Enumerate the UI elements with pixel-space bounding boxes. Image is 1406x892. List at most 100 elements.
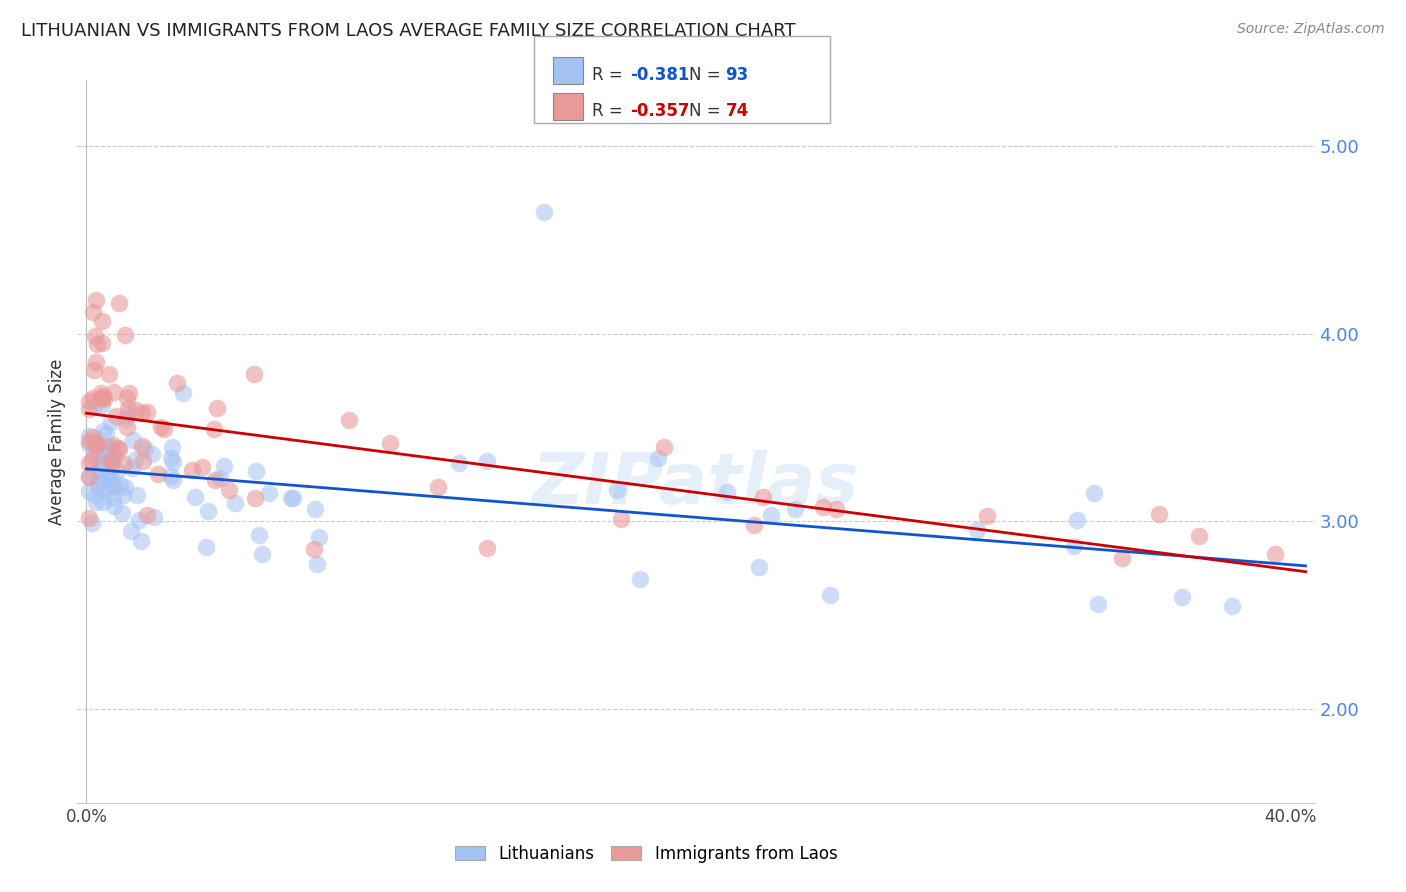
Point <box>120 524 142 538</box>
Point <box>751 491 773 505</box>
Point <box>94 483 117 497</box>
Point <box>153 421 176 435</box>
Point <box>91 336 114 351</box>
Point <box>976 509 998 524</box>
Point <box>79 484 101 499</box>
Point <box>647 450 669 465</box>
Point <box>83 363 105 377</box>
Point <box>1264 548 1286 562</box>
Text: Source: ZipAtlas.com: Source: ZipAtlas.com <box>1237 22 1385 37</box>
Text: N =: N = <box>689 66 725 84</box>
Point <box>628 572 651 586</box>
Point <box>281 491 304 506</box>
Point <box>103 385 125 400</box>
Point <box>79 434 101 448</box>
Point <box>103 491 125 505</box>
Point <box>477 541 499 555</box>
Point <box>1083 486 1105 500</box>
Point <box>134 442 156 457</box>
Point <box>1087 597 1109 611</box>
Point <box>91 424 114 438</box>
Point <box>302 541 325 556</box>
Point <box>247 528 270 542</box>
Point <box>94 467 117 481</box>
Point <box>129 533 152 548</box>
Point <box>825 502 848 516</box>
Point <box>114 480 136 494</box>
Text: ZIPatlas: ZIPatlas <box>533 450 859 519</box>
Point <box>84 293 107 307</box>
Point <box>82 392 104 406</box>
Point <box>242 367 264 381</box>
Point <box>101 478 124 492</box>
Point <box>100 471 122 485</box>
Point <box>84 488 107 502</box>
Point <box>759 508 782 522</box>
Point <box>150 420 173 434</box>
Point <box>79 436 101 450</box>
Point <box>742 517 765 532</box>
Point <box>172 386 194 401</box>
Point <box>190 460 212 475</box>
Point <box>91 495 114 509</box>
Point <box>86 437 108 451</box>
Point <box>307 557 329 571</box>
Point <box>1063 539 1085 553</box>
Point <box>98 458 121 472</box>
Point <box>610 512 633 526</box>
Point <box>79 456 101 470</box>
Point <box>84 495 107 509</box>
Point <box>813 500 835 514</box>
Point <box>447 456 470 470</box>
Point <box>304 502 326 516</box>
Point <box>181 463 204 477</box>
Point <box>166 376 188 390</box>
Point <box>101 446 124 460</box>
Point <box>111 488 134 502</box>
Point <box>652 440 675 454</box>
Point <box>141 447 163 461</box>
Point <box>87 479 110 493</box>
Point <box>1147 507 1170 521</box>
Point <box>83 444 105 458</box>
Point <box>245 464 267 478</box>
Point <box>103 499 125 513</box>
Point <box>79 511 101 525</box>
Point <box>1188 529 1211 543</box>
Point <box>218 483 240 497</box>
Point <box>250 547 273 561</box>
Point <box>90 386 112 401</box>
Point <box>79 401 101 416</box>
Point <box>91 314 114 328</box>
Point <box>112 457 135 471</box>
Point <box>100 481 122 495</box>
Point <box>121 433 143 447</box>
Point <box>108 477 131 491</box>
Point <box>108 442 131 456</box>
Point <box>135 404 157 418</box>
Point <box>118 386 141 401</box>
Point <box>117 408 139 422</box>
Point <box>208 471 231 485</box>
Point <box>91 474 114 488</box>
Point <box>80 516 103 531</box>
Point <box>101 438 124 452</box>
Point <box>90 391 112 405</box>
Point <box>96 427 118 442</box>
Point <box>96 439 118 453</box>
Point <box>202 422 225 436</box>
Point <box>115 392 138 406</box>
Point <box>97 440 120 454</box>
Point <box>101 455 124 469</box>
Point <box>125 402 148 417</box>
Text: N =: N = <box>689 102 725 120</box>
Point <box>93 392 115 407</box>
Point <box>194 541 217 555</box>
Point <box>91 391 114 405</box>
Legend: Lithuanians, Immigrants from Laos: Lithuanians, Immigrants from Laos <box>456 845 838 863</box>
Point <box>90 455 112 469</box>
Point <box>183 490 205 504</box>
Point <box>87 463 110 477</box>
Point <box>114 327 136 342</box>
Point <box>79 469 101 483</box>
